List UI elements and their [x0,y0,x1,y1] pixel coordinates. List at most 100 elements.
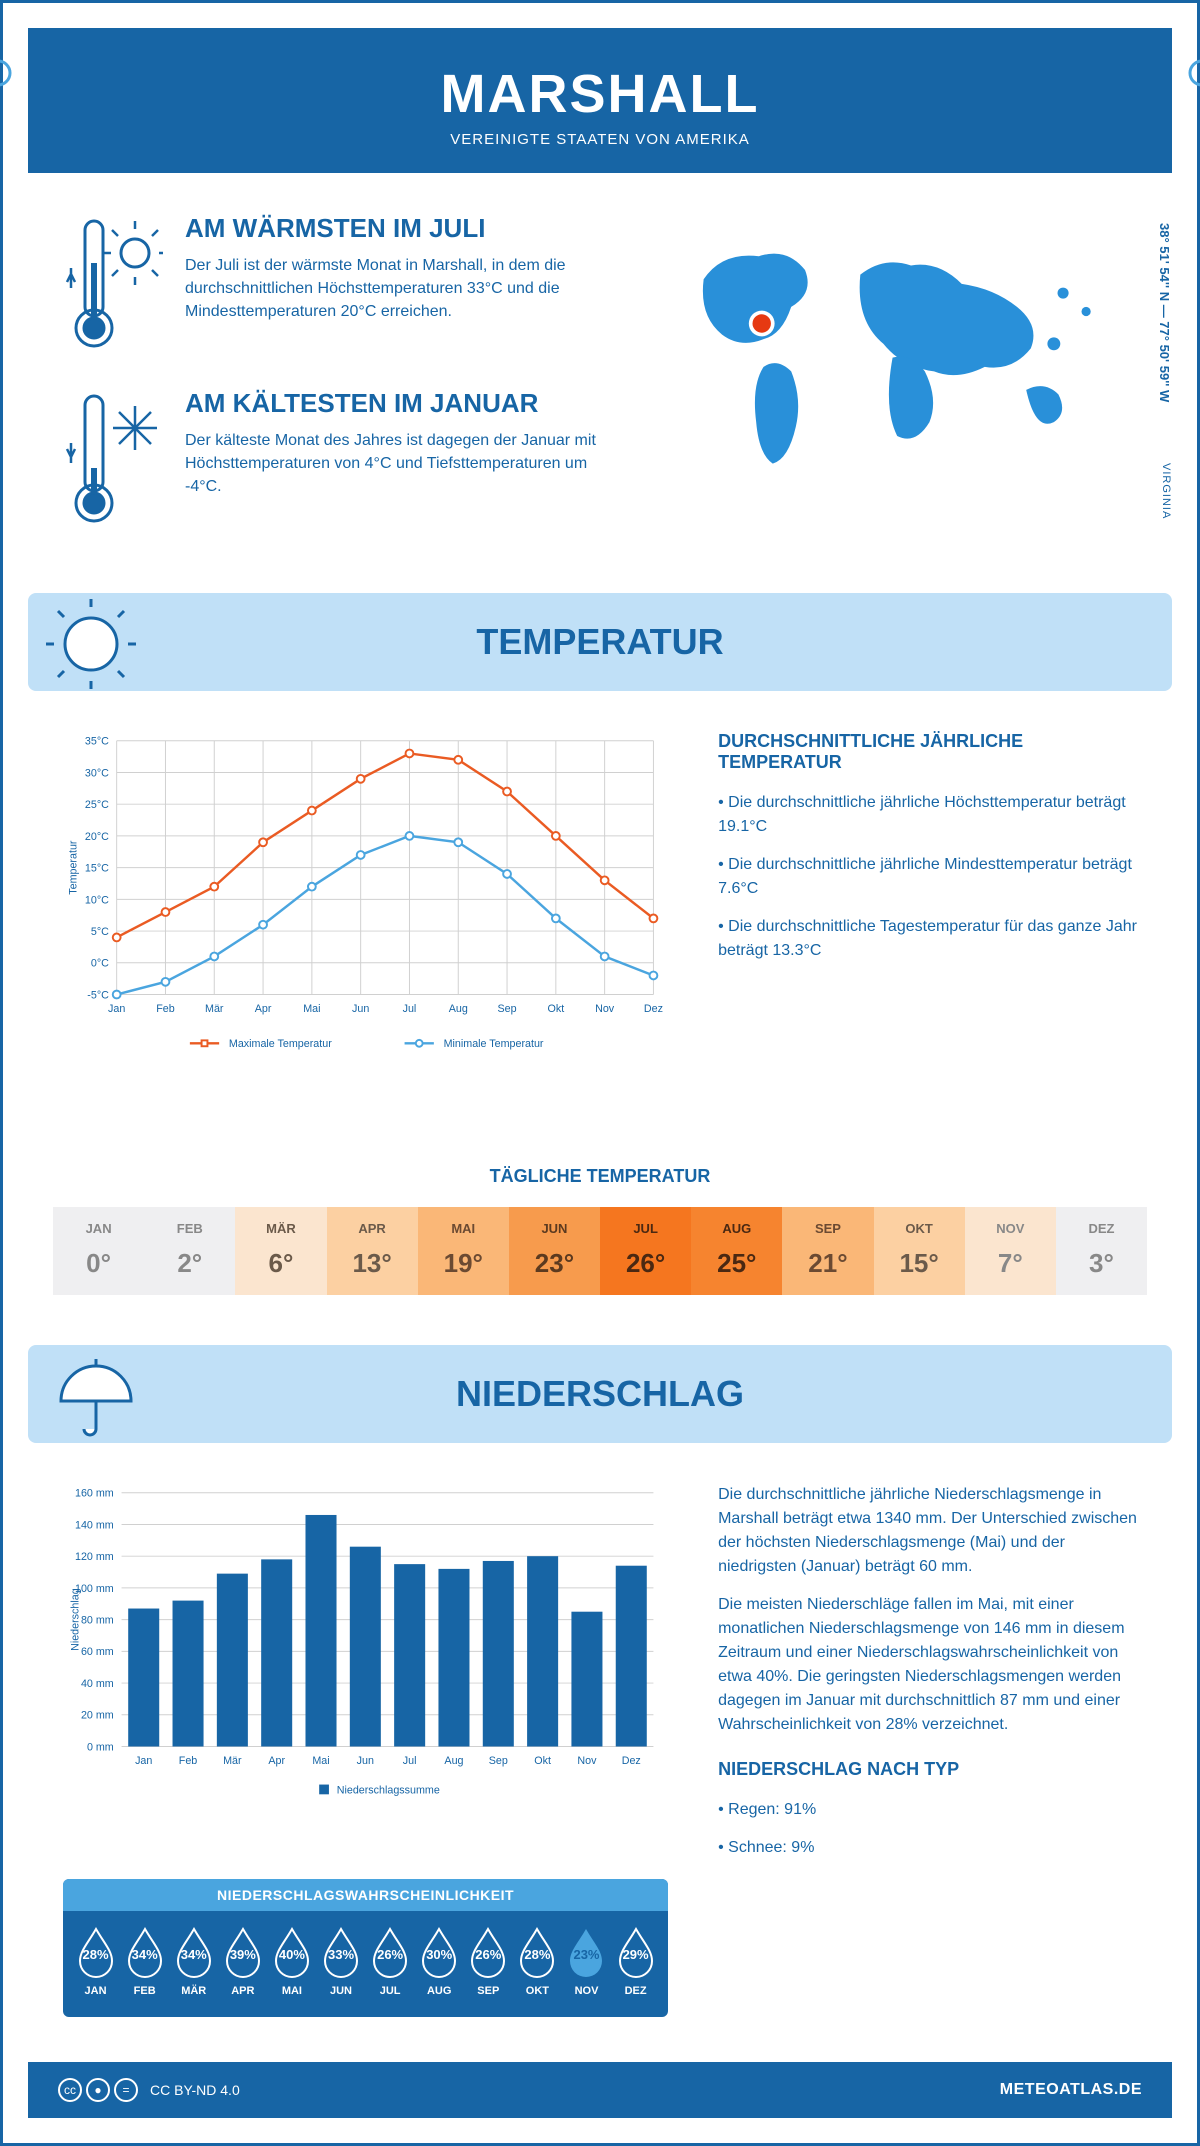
license-text: CC BY-ND 4.0 [150,2082,240,2098]
svg-text:60 mm: 60 mm [81,1646,114,1658]
svg-text:Dez: Dez [622,1755,641,1767]
svg-text:Jan: Jan [135,1755,152,1767]
svg-text:Dez: Dez [644,1003,663,1015]
probability-drop: 33%JUN [316,1925,365,1997]
svg-text:40 mm: 40 mm [81,1678,114,1690]
svg-text:Okt: Okt [534,1755,551,1767]
svg-text:Sep: Sep [489,1755,508,1767]
svg-text:Feb: Feb [179,1755,198,1767]
svg-text:Mai: Mai [312,1755,329,1767]
svg-text:Maximale Temperatur: Maximale Temperatur [229,1038,332,1050]
summary-bullet: • Die durchschnittliche jährliche Mindes… [718,853,1137,901]
svg-text:Apr: Apr [255,1003,272,1015]
temp-cell: AUG25° [691,1207,782,1295]
temp-cell: SEP21° [782,1207,873,1295]
fact-coldest: AM KÄLTESTEN IM JANUAR Der kälteste Mona… [63,388,626,528]
temperature-chart-row: -5°C0°C5°C10°C15°C20°C25°C30°C35°CJanFeb… [3,691,1197,1151]
thermometer-hot-icon [63,213,163,353]
svg-text:Jul: Jul [403,1755,417,1767]
temp-cell: DEZ3° [1056,1207,1147,1295]
daily-temperature-table: JAN0°FEB2°MÄR6°APR13°MAI19°JUN23°JUL26°A… [53,1207,1147,1295]
type-heading: NIEDERSCHLAG NACH TYP [718,1759,1137,1780]
summary-para: Die meisten Niederschläge fallen im Mai,… [718,1593,1137,1737]
svg-text:Jul: Jul [403,1003,417,1015]
svg-text:Jun: Jun [352,1003,369,1015]
temp-cell: OKT15° [874,1207,965,1295]
temp-cell: APR13° [327,1207,418,1295]
probability-drop: 26%JUL [366,1925,415,1997]
svg-text:35°C: 35°C [85,736,109,748]
temp-cell: JAN0° [53,1207,144,1295]
svg-text:Aug: Aug [444,1755,463,1767]
cc-icon: cc [58,2078,82,2102]
city-title: MARSHALL [28,63,1172,125]
sun-icon [46,599,136,689]
temp-cell: NOV7° [965,1207,1056,1295]
location-marker [753,314,771,332]
svg-text:20°C: 20°C [85,831,109,843]
summary-para: Die durchschnittliche jährliche Niedersc… [718,1483,1137,1579]
probability-drop: 30%AUG [415,1925,464,1997]
svg-text:140 mm: 140 mm [75,1520,114,1532]
facts-column: AM WÄRMSTEN IM JULI Der Juli ist der wär… [63,213,626,563]
precipitation-bar-chart: 0 mm20 mm40 mm60 mm80 mm100 mm120 mm140 … [63,1483,668,2017]
precipitation-chart-row: 0 mm20 mm40 mm60 mm80 mm100 mm120 mm140 … [3,1443,1197,2037]
temperature-summary: DURCHSCHNITTLICHE JÄHRLICHE TEMPERATUR •… [718,731,1137,1131]
site-name: METEOATLAS.DE [1000,2081,1142,2099]
svg-text:Mai: Mai [303,1003,320,1015]
svg-text:Jun: Jun [357,1755,374,1767]
cc-icons: cc ● = [58,2078,138,2102]
fact-warmest: AM WÄRMSTEN IM JULI Der Juli ist der wär… [63,213,626,353]
precipitation-summary: Die durchschnittliche jährliche Niedersc… [718,1483,1137,2017]
temp-cell: MAI19° [418,1207,509,1295]
fact-title: AM WÄRMSTEN IM JULI [185,213,626,244]
svg-text:Jan: Jan [108,1003,125,1015]
section-title: NIEDERSCHLAG [456,1373,744,1414]
section-title: TEMPERATUR [476,621,723,662]
svg-text:Mär: Mär [223,1755,242,1767]
thermometer-cold-icon [63,388,163,528]
umbrella-icon [46,1351,136,1441]
temp-cell: JUN23° [509,1207,600,1295]
infographic-page: MARSHALL VEREINIGTE STAATEN VON AMERIKA … [0,0,1200,2146]
svg-text:0°C: 0°C [91,958,109,970]
intro-row: AM WÄRMSTEN IM JULI Der Juli ist der wär… [3,173,1197,593]
temp-cell: FEB2° [144,1207,235,1295]
probability-title: NIEDERSCHLAGSWAHRSCHEINLICHKEIT [63,1879,668,1911]
svg-text:Temperatur: Temperatur [68,840,80,895]
probability-drop: 28%JAN [71,1925,120,1997]
probability-box: NIEDERSCHLAGSWAHRSCHEINLICHKEIT 28%JAN34… [63,1879,668,2017]
probability-drop: 34%FEB [120,1925,169,1997]
world-map [676,213,1137,493]
fact-text: Der Juli ist der wärmste Monat in Marsha… [185,254,626,324]
svg-text:Nov: Nov [577,1755,597,1767]
svg-text:160 mm: 160 mm [75,1488,114,1500]
coordinates: 38° 51' 54'' N — 77° 50' 59'' W [1157,223,1172,402]
fact-text: Der kälteste Monat des Jahres ist dagege… [185,429,626,499]
probability-drop: 40%MAI [267,1925,316,1997]
type-bullet: • Regen: 91% [718,1798,1137,1822]
svg-text:20 mm: 20 mm [81,1710,114,1722]
region-label: VIRGINIA [1160,463,1172,519]
probability-drop: 39%APR [218,1925,267,1997]
svg-text:120 mm: 120 mm [75,1551,114,1563]
header: MARSHALL VEREINIGTE STAATEN VON AMERIKA [28,28,1172,173]
precipitation-banner: NIEDERSCHLAG [28,1345,1172,1443]
svg-text:Sep: Sep [498,1003,517,1015]
daily-temp-title: TÄGLICHE TEMPERATUR [3,1166,1197,1187]
probability-drop: 29%DEZ [611,1925,660,1997]
summary-bullet: • Die durchschnittliche Tagestemperatur … [718,915,1137,963]
type-bullet: • Schnee: 9% [718,1836,1137,1860]
country-subtitle: VEREINIGTE STAATEN VON AMERIKA [28,131,1172,148]
svg-text:Niederschlagssumme: Niederschlagssumme [337,1784,440,1796]
svg-text:Apr: Apr [268,1755,285,1767]
license-info: cc ● = CC BY-ND 4.0 [58,2078,240,2102]
svg-text:Niederschlag: Niederschlag [70,1588,82,1651]
svg-text:Mär: Mär [205,1003,224,1015]
svg-text:80 mm: 80 mm [81,1615,114,1627]
footer: cc ● = CC BY-ND 4.0 METEOATLAS.DE [28,2062,1172,2118]
svg-text:Nov: Nov [595,1003,615,1015]
svg-text:25°C: 25°C [85,799,109,811]
fact-title: AM KÄLTESTEN IM JANUAR [185,388,626,419]
svg-text:30°C: 30°C [85,767,109,779]
